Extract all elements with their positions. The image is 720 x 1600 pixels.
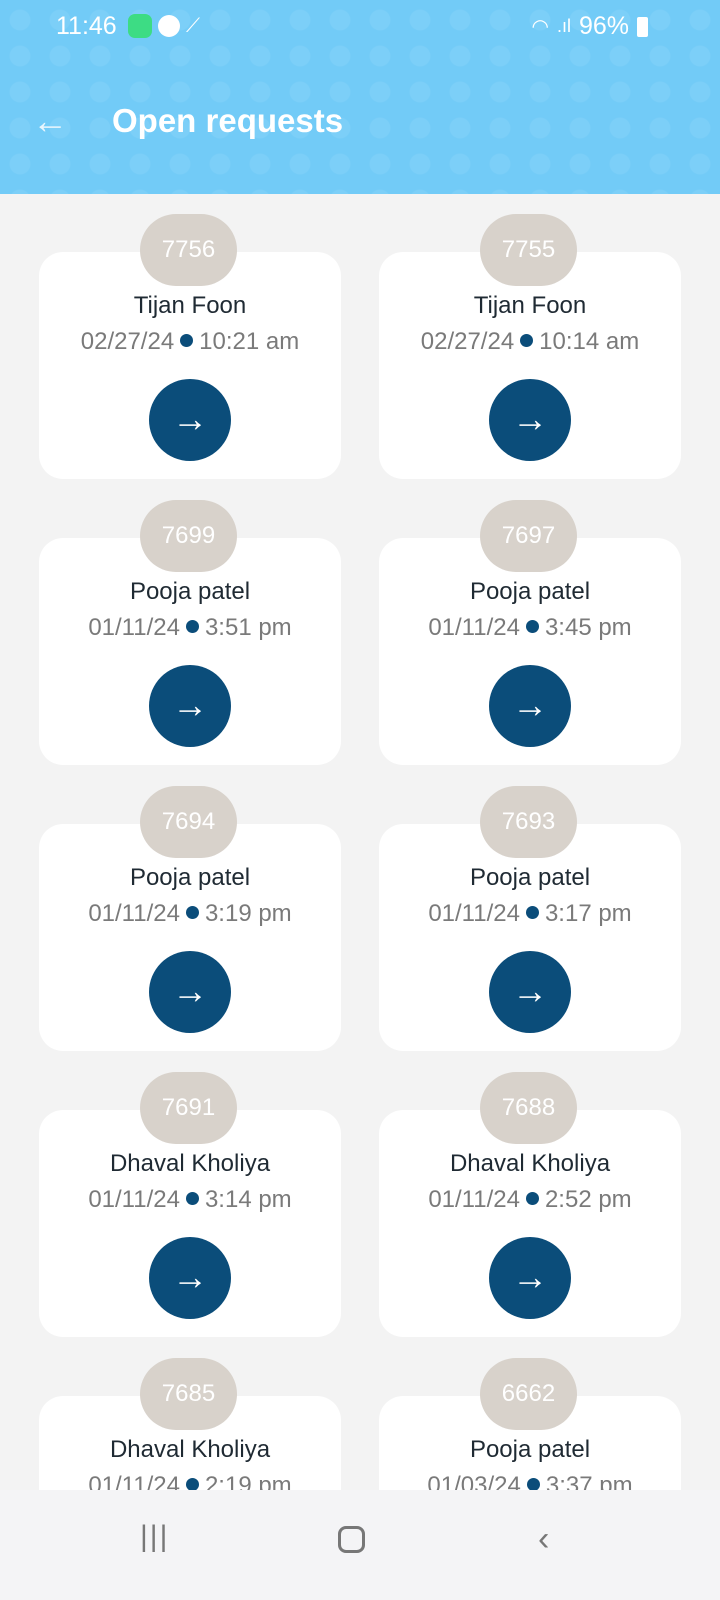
request-id-badge: 7699 <box>140 500 237 572</box>
request-id-badge: 7688 <box>480 1072 577 1144</box>
request-date: 02/27/24 <box>420 328 515 355</box>
requester-name: Dhaval Kholiya <box>109 1436 271 1463</box>
request-datetime: 01/11/24 3:19 pm <box>39 900 341 928</box>
request-date: 01/11/24 <box>88 900 180 927</box>
open-request-arrow-icon[interactable]: → <box>149 951 231 1033</box>
request-card[interactable]: Dhaval Kholiya 01/11/24 2:52 pm → <box>379 1110 681 1337</box>
request-date: 02/27/24 <box>80 328 175 355</box>
request-datetime: 01/11/24 2:19 pm <box>39 1472 341 1490</box>
request-time: 3:45 pm <box>544 614 632 641</box>
request-card[interactable]: Pooja patel 01/11/24 3:45 pm → <box>379 538 681 765</box>
request-id-badge: 7694 <box>140 786 237 858</box>
request-time: 3:19 pm <box>204 900 292 927</box>
battery-percent: 96% <box>578 12 629 40</box>
signal-icon: .ıl <box>556 16 571 36</box>
request-card[interactable]: Pooja patel 01/03/243:37 pm → <box>379 1396 681 1490</box>
request-time: 3:37 pm <box>545 1472 633 1490</box>
separator-dot <box>185 906 199 919</box>
status-time: 11:46 <box>56 12 117 40</box>
open-request-arrow-icon[interactable]: → <box>489 379 571 461</box>
request-card[interactable]: Pooja patel 01/11/24 3:19 pm → <box>39 824 341 1051</box>
open-request-arrow-icon[interactable]: → <box>149 665 231 747</box>
request-id-badge: 7756 <box>140 214 237 286</box>
request-card[interactable]: Tijan Foon 02/27/24 10:21 am → <box>39 252 341 479</box>
request-datetime: 01/11/24 3:51 pm <box>39 614 341 642</box>
system-nav-bar: ||| ‹ <box>0 1490 720 1600</box>
open-request-arrow-icon[interactable]: → <box>149 1237 231 1319</box>
request-time: 2:19 pm <box>204 1472 292 1490</box>
separator-dot <box>525 620 539 633</box>
request-id-badge: 6662 <box>480 1358 577 1430</box>
open-request-arrow-icon[interactable]: → <box>489 665 571 747</box>
separator-dot <box>526 1478 540 1490</box>
request-datetime: 02/27/24 10:21 am <box>39 328 341 356</box>
requester-name: Pooja patel <box>469 578 591 605</box>
request-date: 01/03/24 <box>427 1472 521 1490</box>
request-datetime: 01/11/24 3:17 pm <box>379 900 681 928</box>
request-time: 3:14 pm <box>204 1186 292 1213</box>
request-time: 2:52 pm <box>544 1186 632 1213</box>
open-request-arrow-icon[interactable]: → <box>489 1237 571 1319</box>
separator-dot <box>185 1192 199 1205</box>
separator-dot <box>185 620 199 633</box>
separator-dot <box>180 334 194 347</box>
request-time: 10:14 am <box>539 328 640 355</box>
request-card[interactable]: Pooja patel 01/11/24 3:17 pm → <box>379 824 681 1051</box>
requester-name: Dhaval Kholiya <box>449 1150 611 1177</box>
recent-apps-icon[interactable]: ||| <box>140 1520 170 1553</box>
requester-name: Tijan Foon <box>133 292 247 319</box>
request-datetime: 01/03/24 3:37 pm <box>379 1472 681 1490</box>
back-arrow-icon[interactable]: ← <box>32 100 68 141</box>
home-icon[interactable] <box>338 1526 365 1553</box>
request-date: 01/11/24 <box>88 1186 180 1213</box>
separator-dot <box>520 334 534 347</box>
request-date: 01/11/24 <box>88 1472 180 1490</box>
request-time: 3:51 pm <box>204 614 292 641</box>
android-icon <box>128 14 152 38</box>
requester-name: Pooja patel <box>129 864 251 891</box>
account-icon <box>158 15 180 37</box>
request-id-badge: 7697 <box>480 500 577 572</box>
request-datetime: 01/11/24 3:45 pm <box>379 614 681 642</box>
battery-charging-icon <box>637 16 648 37</box>
request-datetime: 01/11/24 3:14 pm <box>39 1186 341 1214</box>
request-date: 01/11/24 <box>428 1186 520 1213</box>
magic-wand-icon: ⟋ <box>186 14 200 37</box>
request-time: 10:21 am <box>199 328 300 355</box>
back-nav-icon[interactable]: ‹ <box>538 1520 550 1558</box>
request-id-badge: 7685 <box>140 1358 237 1430</box>
page-title: Open requests <box>112 102 344 139</box>
app-header: 11:46 ⟋ ◠ .ıl 96% ← Open requests <box>0 0 720 194</box>
request-card[interactable]: Tijan Foon 02/27/24 10:14 am → <box>379 252 681 479</box>
request-id-badge: 7693 <box>480 786 577 858</box>
open-request-arrow-icon[interactable]: → <box>149 379 231 461</box>
requester-name: Pooja patel <box>469 864 591 891</box>
request-datetime: 02/27/24 10:14 am <box>379 328 681 356</box>
requester-name: Pooja patel <box>469 1436 591 1463</box>
status-bar: 11:46 ⟋ ◠ .ıl 96% <box>0 10 720 46</box>
request-card[interactable]: Pooja patel 01/11/24 3:51 pm → <box>39 538 341 765</box>
request-card[interactable]: Dhaval Kholiya 01/11/24 3:14 pm → <box>39 1110 341 1337</box>
request-id-badge: 7691 <box>140 1072 237 1144</box>
requester-name: Dhaval Kholiya <box>109 1150 271 1177</box>
requests-grid[interactable]: Tijan Foon 02/27/24 10:21 am → 7756 Tijan F… <box>0 194 720 1490</box>
separator-dot <box>185 1478 199 1490</box>
wifi-icon: ◠ <box>531 16 549 38</box>
open-request-arrow-icon[interactable]: → <box>489 951 571 1033</box>
separator-dot <box>525 1192 539 1205</box>
request-id-badge: 7755 <box>480 214 577 286</box>
request-time: 3:17 pm <box>544 900 632 927</box>
request-datetime: 01/11/24 2:52 pm <box>379 1186 681 1214</box>
separator-dot <box>525 906 539 919</box>
request-date: 01/11/24 <box>428 900 520 927</box>
request-date: 01/11/24 <box>88 614 180 641</box>
requester-name: Tijan Foon <box>473 292 587 319</box>
request-date: 01/11/24 <box>428 614 520 641</box>
requester-name: Pooja patel <box>129 578 251 605</box>
